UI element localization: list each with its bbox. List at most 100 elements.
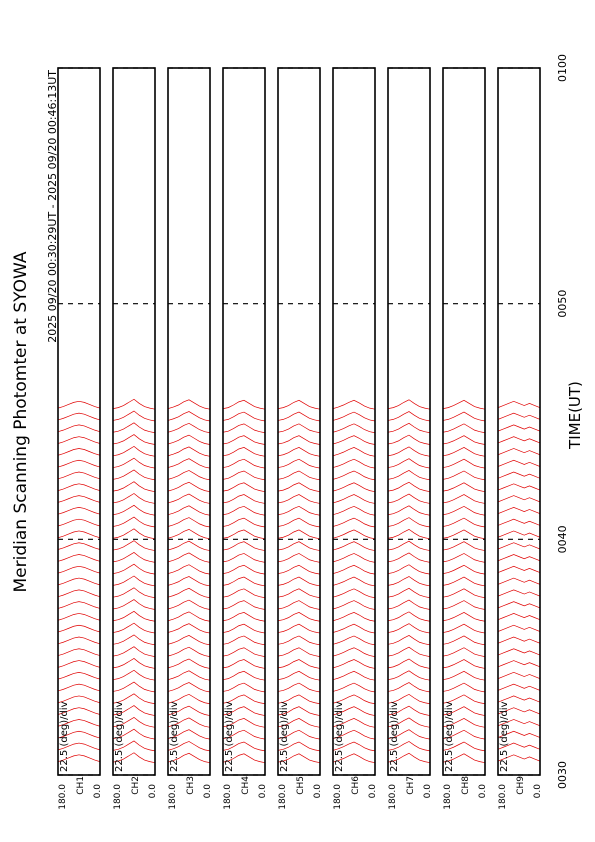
scan-trace	[498, 483, 540, 491]
channel-label: CH7	[406, 776, 416, 795]
scan-trace	[113, 716, 155, 728]
panel-frame	[332, 67, 376, 776]
scan-trace	[168, 458, 210, 469]
scan-trace	[498, 754, 540, 762]
scan-trace	[498, 695, 540, 703]
scan-trace	[58, 660, 100, 668]
scan-trace	[278, 659, 320, 669]
scan-trace	[278, 647, 320, 657]
subtitle: 2025 09/20 00:30:29UT - 2025 09/20 00:46…	[46, 70, 59, 343]
scan-trace	[223, 470, 265, 481]
scan-trace	[58, 471, 100, 480]
scan-trace	[333, 647, 375, 657]
scan-trace	[58, 530, 100, 539]
scan-trace	[498, 459, 540, 467]
scan-trace	[223, 706, 265, 716]
scan-trace	[113, 422, 155, 434]
channel-label: CH8	[461, 776, 471, 795]
scan-trace	[223, 517, 265, 528]
scan-trace	[58, 754, 100, 762]
scan-trace	[168, 717, 210, 728]
scan-trace	[168, 658, 210, 669]
scan-trace	[113, 504, 155, 516]
scan-trace	[388, 434, 430, 445]
scan-trace	[333, 470, 375, 481]
scan-trace	[498, 601, 540, 609]
scan-trace	[388, 599, 430, 610]
scan-trace	[498, 589, 540, 597]
scan-trace	[58, 742, 100, 751]
scan-trace	[388, 705, 430, 716]
scan-trace	[168, 705, 210, 716]
panel-frame	[222, 67, 266, 776]
scan-trace	[498, 730, 540, 738]
scan-trace	[223, 588, 265, 599]
scan-trace	[443, 553, 485, 563]
scan-trace	[498, 671, 540, 679]
scan-trace	[443, 458, 485, 469]
scan-trace	[498, 542, 540, 550]
scan-trace	[168, 670, 210, 681]
x-tick-label: 0040	[556, 525, 569, 553]
scan-trace	[113, 705, 155, 716]
scan-trace	[58, 565, 100, 574]
scan-trace	[333, 623, 375, 634]
scan-trace	[498, 530, 540, 538]
scan-trace	[443, 517, 485, 528]
scan-trace	[278, 411, 320, 422]
scan-trace	[498, 660, 540, 668]
panel-frame	[57, 67, 101, 776]
x-tick-label: 0050	[556, 290, 569, 318]
scan-trace	[333, 517, 375, 528]
channel-label: CH1	[76, 776, 86, 795]
scan-trace	[333, 435, 375, 445]
scan-trace	[498, 719, 540, 727]
channel-label: CH5	[296, 776, 306, 795]
scan-trace	[388, 493, 430, 504]
scan-trace	[223, 753, 265, 764]
scan-trace	[113, 528, 155, 540]
scan-trace	[443, 623, 485, 634]
scan-trace	[58, 483, 100, 491]
scan-trace	[498, 412, 540, 420]
scan-trace	[498, 707, 540, 715]
scan-trace	[223, 529, 265, 540]
scan-trace	[168, 623, 210, 634]
scan-trace	[223, 647, 265, 657]
scan-trace	[113, 445, 155, 457]
scan-trace	[443, 576, 485, 587]
scan-trace	[58, 518, 100, 527]
scan-trace	[168, 470, 210, 481]
scan-trace	[388, 623, 430, 634]
angle-bottom-label: 0.0	[93, 784, 103, 799]
scan-trace	[388, 399, 430, 410]
scan-trace	[333, 576, 375, 587]
scan-trace	[443, 399, 485, 410]
scan-trace	[443, 753, 485, 764]
scan-trace	[388, 540, 430, 551]
scan-trace	[278, 753, 320, 764]
scan-trace	[443, 659, 485, 669]
scan-trace	[498, 742, 540, 750]
rotated-plot: Meridian Scanning Photomter at SYOWA 202…	[11, 54, 584, 810]
scan-trace	[168, 552, 210, 563]
scan-trace	[168, 576, 210, 587]
scan-trace	[333, 458, 375, 469]
scan-trace	[58, 601, 100, 609]
scan-trace	[498, 636, 540, 644]
scan-trace	[388, 670, 430, 681]
scan-trace	[388, 505, 430, 516]
scan-trace	[223, 435, 265, 445]
scan-trace	[58, 542, 100, 550]
scan-trace	[443, 470, 485, 481]
scan-trace	[443, 411, 485, 422]
scan-trace	[58, 613, 100, 621]
scan-trace	[58, 624, 100, 633]
scan-trace	[168, 422, 210, 434]
scan-trace	[113, 481, 155, 493]
angle-top-label: 180.0	[168, 784, 178, 810]
scan-trace	[388, 587, 430, 599]
channel-label: CH9	[516, 776, 526, 795]
scan-trace	[498, 577, 540, 585]
scan-trace	[333, 682, 375, 693]
